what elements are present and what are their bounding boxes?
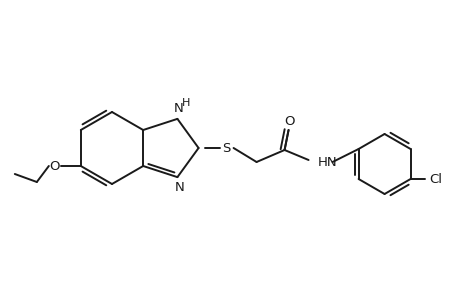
Text: N: N (174, 181, 184, 194)
Text: N: N (173, 102, 183, 116)
Text: Cl: Cl (428, 172, 441, 185)
Text: O: O (50, 160, 60, 172)
Text: H: H (182, 98, 190, 108)
Text: O: O (284, 115, 294, 128)
Text: HN: HN (317, 155, 336, 169)
Text: S: S (222, 142, 230, 154)
